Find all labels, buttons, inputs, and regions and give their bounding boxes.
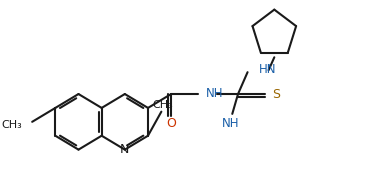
Text: S: S: [272, 88, 280, 101]
Text: N: N: [120, 143, 129, 156]
Text: NH: NH: [206, 87, 223, 99]
Text: O: O: [166, 117, 176, 130]
Text: CH₃: CH₃: [2, 120, 23, 130]
Text: NH: NH: [222, 117, 239, 130]
Text: HN: HN: [259, 63, 277, 76]
Text: CH₃: CH₃: [152, 100, 173, 110]
